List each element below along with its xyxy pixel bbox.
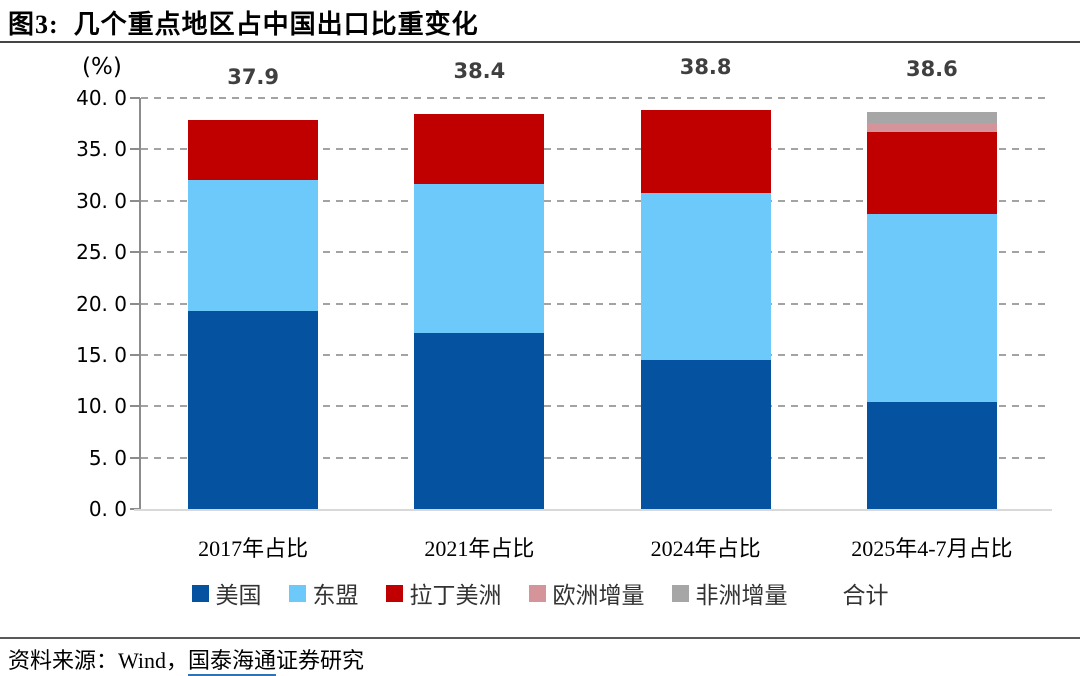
y-tick-label: 0. 0 — [88, 497, 127, 521]
total-data-label: 38.4 — [453, 59, 506, 84]
y-tick-label: 25. 0 — [76, 240, 127, 265]
legend-item: 欧洲增量 — [528, 576, 645, 610]
legend-label: 美国 — [215, 583, 262, 608]
gridline — [141, 199, 1045, 202]
x-axis-label: 2021年占比 — [424, 536, 535, 561]
y-axis-tick — [130, 148, 140, 151]
bar-segment — [414, 114, 545, 185]
y-tick-label: 40. 0 — [76, 86, 127, 110]
x-axis-line — [134, 509, 1052, 511]
total-data-label: 38.8 — [679, 55, 732, 80]
y-tick-label: 35. 0 — [76, 137, 127, 162]
legend: 美国 东盟 拉丁美洲 欧洲增量 非洲增量 合计 — [0, 578, 1080, 608]
x-axis-label: 2024年占比 — [650, 536, 761, 561]
bar-segment — [414, 333, 545, 509]
bar-segment — [640, 192, 771, 360]
figure-title: 图3: 几个重点地区占中国出口比重变化 — [8, 10, 479, 39]
source-link[interactable]: 国泰海通 — [188, 648, 277, 676]
legend-item: 拉丁美洲 — [385, 576, 502, 610]
bar-segment — [414, 184, 545, 334]
gridline — [141, 405, 1045, 408]
footer-divider — [0, 637, 1080, 639]
total-data-label: 37.9 — [227, 64, 280, 89]
x-axis-label: 2017年占比 — [198, 536, 309, 561]
gridline — [141, 148, 1045, 151]
legend-swatch — [288, 584, 306, 602]
legend-swatch — [191, 584, 209, 602]
bar-segment — [866, 131, 997, 215]
legend-label: 拉丁美洲 — [409, 583, 502, 608]
y-axis-line — [139, 98, 141, 510]
y-axis-tick — [130, 199, 140, 202]
gridline — [141, 456, 1045, 459]
bar-segment — [866, 214, 997, 403]
source-suffix: 证券研究 — [276, 648, 365, 673]
bar-segment — [188, 180, 319, 311]
bar-segment — [866, 402, 997, 509]
x-axis-label: 2025年4-7月占比 — [851, 536, 1013, 561]
bar-segment — [188, 310, 319, 509]
legend-label: 合计 — [842, 583, 889, 608]
legend-item: 非洲增量 — [671, 576, 788, 610]
y-axis-tick — [130, 353, 140, 356]
y-axis-tick — [130, 302, 140, 305]
gridline — [141, 251, 1045, 254]
legend-label: 欧洲增量 — [552, 583, 645, 608]
y-tick-label: 5. 0 — [88, 445, 127, 470]
legend-label: 非洲增量 — [695, 583, 788, 608]
y-axis-tick — [130, 97, 140, 99]
gridline — [141, 97, 1045, 99]
bar-segment — [866, 122, 997, 132]
bar-segment — [640, 360, 771, 509]
legend-swatch — [671, 584, 689, 602]
y-tick-label: 10. 0 — [76, 394, 127, 419]
y-tick-label: 30. 0 — [76, 188, 127, 213]
y-axis-tick — [130, 251, 140, 254]
source-line: 资料来源：Wind，国泰海通证券研究 — [8, 643, 365, 676]
legend-item: 合计 — [843, 576, 889, 610]
legend-swatch — [385, 584, 403, 602]
y-axis-tick — [130, 456, 140, 459]
title-divider — [0, 41, 1080, 43]
y-axis-tick — [130, 405, 140, 408]
gridline — [141, 353, 1045, 356]
y-tick-label: 15. 0 — [76, 342, 127, 367]
legend-item: 美国 — [191, 576, 262, 610]
total-data-label: 38.6 — [905, 57, 958, 82]
bar-segment — [640, 110, 771, 193]
bar-segment — [188, 119, 319, 181]
source-prefix: 资料来源：Wind， — [8, 648, 188, 673]
y-tick-label: 20. 0 — [76, 291, 127, 316]
legend-item: 东盟 — [288, 576, 359, 610]
legend-label: 东盟 — [312, 583, 359, 608]
gridline — [141, 302, 1045, 305]
y-axis-unit-label: (%) — [82, 54, 122, 80]
bar-segment — [866, 112, 997, 123]
legend-swatch — [528, 584, 546, 602]
